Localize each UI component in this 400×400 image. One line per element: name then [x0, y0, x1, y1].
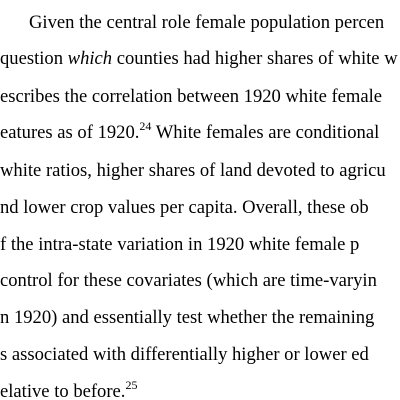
text-line-2: question which counties had higher share…: [0, 48, 398, 70]
text-line-9: n 1920) and essentially test whether the…: [0, 307, 374, 329]
line-8-text: control for these covariates (which are …: [0, 270, 377, 291]
text-line-7: f the intra-state variation in 1920 whit…: [0, 234, 359, 256]
line-5-text: white ratios, higher shares of land devo…: [0, 160, 386, 181]
line-7-text: f the intra-state variation in 1920 whit…: [0, 234, 360, 255]
line-11-text: elative to before.: [0, 381, 126, 400]
footnote-marker-25[interactable]: 25: [125, 377, 138, 392]
line-4-text-b: White females are conditional: [151, 122, 380, 143]
line-6-text: nd lower crop values per capita. Overall…: [0, 197, 369, 218]
line-1-text: Given the central role female population…: [29, 12, 385, 33]
text-line-5: white ratios, higher shares of land devo…: [0, 160, 386, 182]
text-line-3: escribes the correlation between 1920 wh…: [0, 86, 382, 108]
text-line-11: elative to before.25: [0, 377, 138, 400]
text-line-6: nd lower crop values per capita. Overall…: [0, 197, 369, 219]
line-9-text: n 1920) and essentially test whether the…: [0, 307, 375, 328]
text-line-8: control for these covariates (which are …: [0, 270, 377, 292]
line-2-text-a: question: [0, 48, 68, 69]
footnote-marker-24[interactable]: 24: [139, 118, 152, 133]
text-line-1: Given the central role female population…: [29, 12, 384, 34]
line-2-italic-word: which: [67, 48, 113, 69]
line-4-text-a: eatures as of 1920.: [0, 122, 140, 143]
line-10-text: s associated with differentially higher …: [0, 344, 369, 365]
line-2-text-b: counties had higher shares of white w: [112, 48, 398, 69]
text-line-10: s associated with differentially higher …: [0, 344, 369, 366]
line-3-text: escribes the correlation between 1920 wh…: [0, 86, 383, 107]
text-line-4: eatures as of 1920.24 White females are …: [0, 118, 380, 144]
